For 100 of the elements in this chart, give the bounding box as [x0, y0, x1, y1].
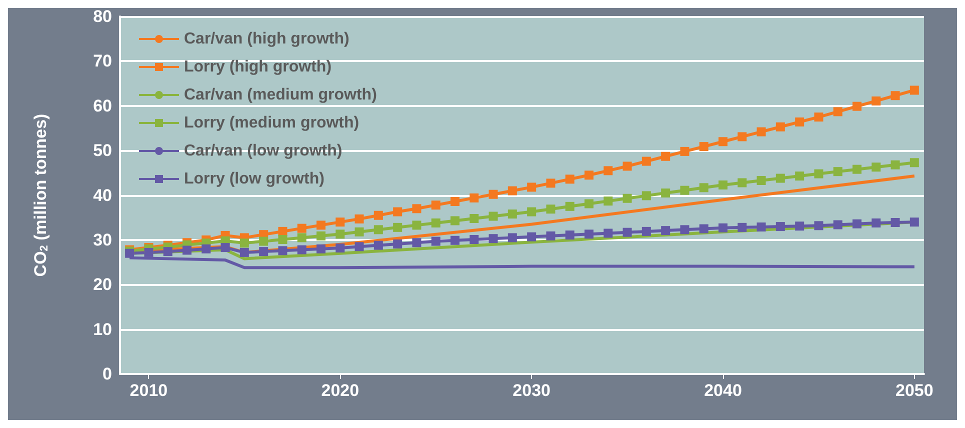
point: [297, 245, 306, 254]
x-tick-label: 2010: [130, 381, 168, 400]
point: [565, 202, 574, 211]
point: [354, 242, 364, 252]
point: [699, 224, 708, 234]
point: [622, 228, 632, 237]
point: [565, 174, 574, 184]
point: [872, 162, 881, 172]
point: [622, 162, 632, 171]
point: [546, 204, 556, 214]
point: [316, 220, 326, 230]
point: [661, 188, 670, 198]
point: [259, 247, 268, 256]
point: [738, 178, 747, 188]
point: [431, 236, 440, 246]
point: [470, 234, 479, 244]
point: [622, 194, 632, 203]
point: [756, 127, 766, 136]
point: [508, 210, 517, 219]
point: [374, 210, 383, 220]
point: [393, 222, 402, 232]
point: [795, 172, 804, 181]
x-tick-label: 2040: [704, 381, 742, 400]
point: [374, 225, 383, 234]
point: [852, 102, 862, 111]
point: [393, 239, 402, 248]
point: [259, 236, 268, 246]
point: [814, 169, 824, 178]
point: [776, 122, 785, 132]
point: [680, 146, 690, 156]
point: [374, 240, 383, 250]
point: [431, 200, 440, 210]
point: [642, 191, 651, 200]
point: [852, 164, 862, 174]
point: [488, 234, 498, 244]
point: [814, 221, 824, 230]
point: [182, 246, 192, 255]
point: [890, 91, 900, 100]
point: [488, 190, 498, 199]
point: [699, 142, 708, 152]
point: [163, 247, 172, 256]
point: [795, 222, 804, 231]
point: [756, 176, 766, 186]
point: [431, 218, 440, 228]
point: [872, 96, 881, 106]
point: [718, 137, 728, 146]
point: [872, 218, 881, 228]
point: [240, 248, 249, 257]
point: [470, 214, 479, 223]
point: [680, 225, 690, 234]
x-tick-label: 2050: [896, 381, 934, 400]
point: [336, 243, 345, 252]
point: [470, 193, 479, 202]
point: [527, 232, 536, 242]
point: [910, 218, 919, 227]
point: [278, 246, 288, 256]
point: [699, 183, 708, 192]
legend-label: Car/van (high growth): [184, 30, 350, 48]
point: [565, 230, 574, 240]
point: [412, 220, 422, 230]
point: [144, 248, 154, 257]
point: [642, 156, 651, 166]
legend-label: Lorry (low growth): [184, 170, 324, 188]
point: [240, 238, 249, 248]
y-tick-label: 80: [93, 7, 112, 26]
y-tick-label: 70: [93, 52, 112, 71]
point: [890, 218, 900, 228]
point: [393, 207, 402, 216]
point: [508, 186, 517, 196]
point: [738, 222, 747, 232]
y-tick-label: 30: [93, 230, 112, 250]
point: [450, 216, 460, 226]
point: [336, 218, 345, 227]
point: [546, 178, 556, 188]
point: [584, 199, 594, 208]
point: [527, 207, 536, 216]
y-tick-label: 20: [93, 275, 112, 294]
point: [604, 166, 613, 176]
point: [910, 158, 919, 168]
point: [642, 226, 651, 236]
point: [833, 220, 842, 230]
point: [488, 212, 498, 221]
point: [450, 236, 460, 245]
point: [661, 226, 670, 236]
y-tick-label: 60: [93, 96, 112, 116]
point: [316, 244, 326, 254]
point: [661, 152, 670, 161]
x-tick-label: 2020: [321, 381, 360, 400]
point: [354, 214, 364, 224]
x-tick-label: 2030: [512, 381, 550, 400]
point: [412, 204, 422, 214]
point: [336, 230, 345, 239]
legend-label: Lorry (medium growth): [184, 114, 360, 132]
point: [527, 182, 536, 192]
point: [833, 107, 842, 116]
point: [776, 222, 785, 232]
point: [584, 170, 594, 180]
point: [220, 243, 230, 252]
y-tick-label: 10: [93, 320, 112, 339]
y-tick-label: 40: [93, 186, 112, 205]
